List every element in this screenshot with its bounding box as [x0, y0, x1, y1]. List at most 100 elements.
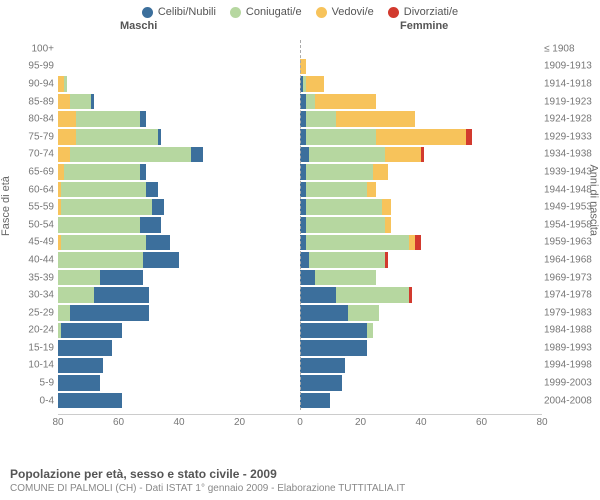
x-tick: 20 — [234, 417, 245, 428]
legend-label: Vedovi/e — [332, 6, 374, 18]
bar-segment — [58, 393, 122, 409]
bar-segment — [409, 287, 412, 303]
bar-segment — [191, 147, 203, 163]
age-label: 35-39 — [18, 272, 54, 283]
bar-segment — [336, 111, 415, 127]
bar-segment — [306, 199, 382, 215]
bar-half-female — [300, 358, 542, 374]
age-label: 50-54 — [18, 219, 54, 230]
birth-year-label: 1944-1948 — [544, 184, 598, 195]
bar-segment — [58, 305, 70, 321]
bar-segment — [58, 217, 140, 233]
age-label: 75-79 — [18, 131, 54, 142]
age-label: 5-9 — [18, 378, 54, 389]
bar-half-female — [300, 129, 542, 145]
bar-segment — [415, 235, 421, 251]
bar-segment — [61, 182, 146, 198]
bar-segment — [64, 76, 67, 92]
age-label: 85-89 — [18, 96, 54, 107]
bar-segment — [367, 182, 376, 198]
bar-segment — [58, 129, 76, 145]
age-label: 15-19 — [18, 342, 54, 353]
bar-segment — [61, 235, 146, 251]
birth-year-label: ≤ 1908 — [544, 43, 598, 54]
legend-swatch — [230, 7, 241, 18]
x-tick: 80 — [52, 417, 63, 428]
bar-half-female — [300, 217, 542, 233]
bar-segment — [315, 270, 376, 286]
bar-half-female — [300, 270, 542, 286]
bar-segment — [300, 270, 315, 286]
bar-half-male — [58, 111, 300, 127]
age-label: 95-99 — [18, 61, 54, 72]
bar-segment — [466, 129, 472, 145]
age-label: 45-49 — [18, 237, 54, 248]
bar-segment — [146, 235, 170, 251]
bar-segment — [58, 94, 70, 110]
birth-year-label: 1989-1993 — [544, 342, 598, 353]
bar-segment — [58, 287, 94, 303]
bar-segment — [306, 111, 336, 127]
bar-half-male — [58, 252, 300, 268]
age-label: 0-4 — [18, 395, 54, 406]
bar-half-male — [58, 199, 300, 215]
bar-half-female — [300, 252, 542, 268]
bar-segment — [306, 76, 324, 92]
bar-segment — [382, 199, 391, 215]
bar-half-male — [58, 393, 300, 409]
column-headers: Maschi Femmine — [0, 20, 600, 36]
bar-segment — [300, 147, 309, 163]
bar-segment — [58, 375, 100, 391]
bar-segment — [152, 199, 164, 215]
bar-segment — [300, 323, 367, 339]
bar-segment — [300, 358, 345, 374]
bar-half-female — [300, 235, 542, 251]
bar-half-male — [58, 59, 300, 75]
bar-half-female — [300, 164, 542, 180]
bar-segment — [58, 252, 143, 268]
chart-subtitle: COMUNE DI PALMOLI (CH) - Dati ISTAT 1° g… — [10, 483, 405, 494]
bar-segment — [140, 111, 146, 127]
bar-half-female — [300, 111, 542, 127]
legend: Celibi/NubiliConiugati/eVedovi/eDivorzia… — [0, 0, 600, 20]
bar-half-female — [300, 76, 542, 92]
bar-segment — [140, 164, 146, 180]
birth-year-label: 1939-1943 — [544, 166, 598, 177]
bar-segment — [376, 129, 467, 145]
bar-segment — [70, 94, 91, 110]
bar-segment — [309, 147, 385, 163]
legend-swatch — [388, 7, 399, 18]
bar-half-female — [300, 323, 542, 339]
bar-segment — [300, 393, 330, 409]
bar-segment — [306, 182, 367, 198]
bar-segment — [300, 252, 309, 268]
bar-segment — [70, 305, 149, 321]
bar-segment — [309, 252, 385, 268]
age-label: 30-34 — [18, 290, 54, 301]
birth-year-label: 1964-1968 — [544, 254, 598, 265]
birth-year-label: 1914-1918 — [544, 78, 598, 89]
birth-year-label: 2004-2008 — [544, 395, 598, 406]
bar-segment — [58, 340, 112, 356]
bar-segment — [300, 305, 348, 321]
legend-item: Divorziati/e — [388, 6, 458, 18]
birth-year-label: 1959-1963 — [544, 237, 598, 248]
legend-swatch — [142, 7, 153, 18]
bar-half-female — [300, 340, 542, 356]
birth-year-label: 1934-1938 — [544, 149, 598, 160]
legend-item: Vedovi/e — [316, 6, 374, 18]
bar-segment — [373, 164, 388, 180]
birth-year-label: 1949-1953 — [544, 202, 598, 213]
chart-title: Popolazione per età, sesso e stato civil… — [10, 467, 405, 481]
bar-half-male — [58, 129, 300, 145]
age-label: 10-14 — [18, 360, 54, 371]
age-label: 100+ — [18, 43, 54, 54]
bar-half-male — [58, 287, 300, 303]
legend-item: Coniugati/e — [230, 6, 302, 18]
bar-segment — [367, 323, 373, 339]
bar-half-male — [58, 305, 300, 321]
bar-segment — [91, 94, 94, 110]
x-tick: 40 — [173, 417, 184, 428]
bar-segment — [421, 147, 424, 163]
bar-segment — [385, 252, 388, 268]
